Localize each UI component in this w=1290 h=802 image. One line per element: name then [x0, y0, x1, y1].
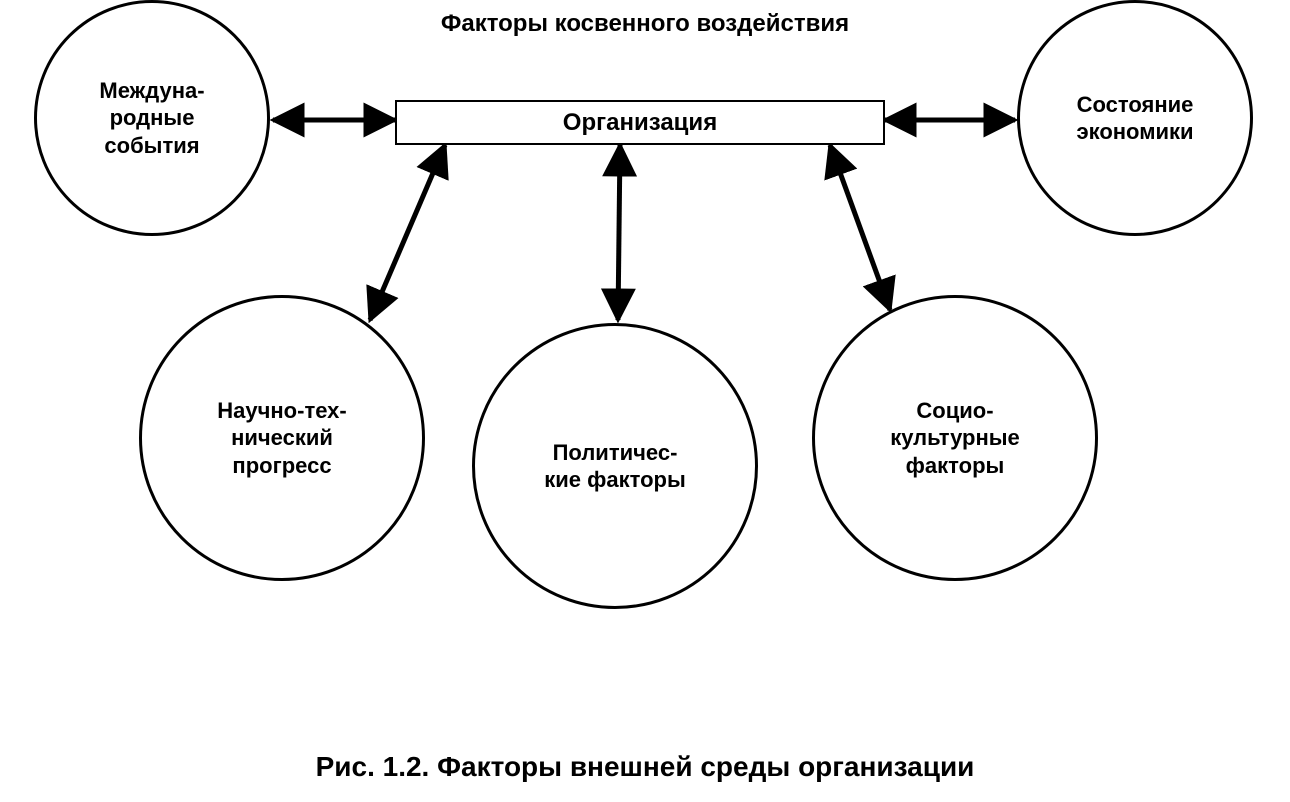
node-intl: Междуна-родныесобытия — [34, 0, 270, 236]
diagram-canvas: Факторы косвенного воздействия Организац… — [0, 0, 1290, 802]
central-node-label: Организация — [563, 109, 717, 137]
node-label-polit: Политичес-кие факторы — [544, 439, 686, 494]
figure-caption: Рис. 1.2. Факторы внешней среды организа… — [0, 751, 1290, 783]
node-label-tech: Научно-тех-ническийпрогресс — [217, 397, 346, 480]
node-polit: Политичес-кие факторы — [472, 323, 758, 609]
central-node-organization: Организация — [395, 100, 885, 145]
edge-rect-bottom-polit — [618, 145, 620, 320]
node-label-econ: Состояниеэкономики — [1076, 91, 1193, 146]
edge-rect-br-socio — [830, 145, 890, 310]
node-econ: Состояниеэкономики — [1017, 0, 1253, 236]
node-socio: Социо-культурныефакторы — [812, 295, 1098, 581]
edge-rect-bl-tech — [370, 145, 445, 320]
node-tech: Научно-тех-ническийпрогресс — [139, 295, 425, 581]
node-label-socio: Социо-культурныефакторы — [890, 397, 1020, 480]
node-label-intl: Междуна-родныесобытия — [99, 77, 204, 160]
